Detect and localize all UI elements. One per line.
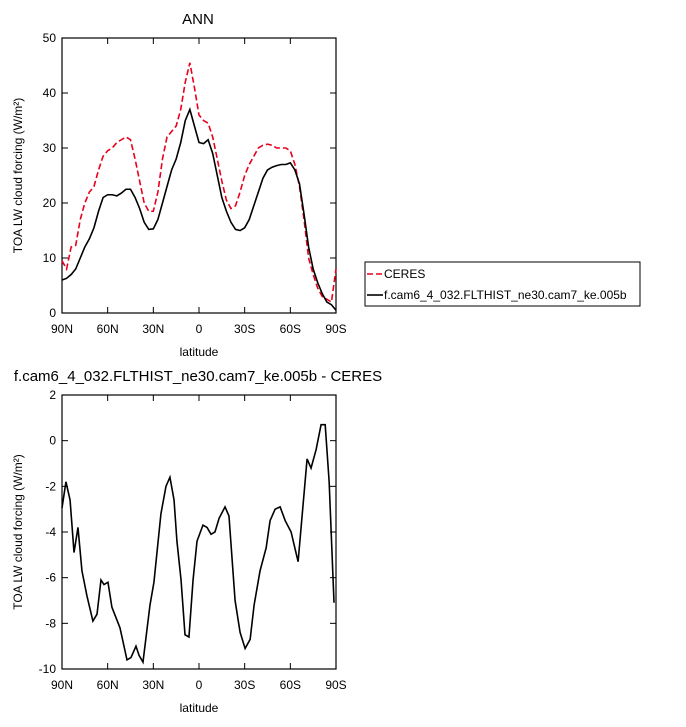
y-tick-label: 40 <box>43 86 57 100</box>
x-tick-label: 90N <box>51 322 73 336</box>
x-tick-label: 30S <box>234 678 255 692</box>
y-tick-label: -8 <box>45 616 56 630</box>
y-tick-label: 30 <box>43 141 57 155</box>
x-tick-label: 30S <box>234 322 255 336</box>
x-tick-label: 90S <box>325 678 346 692</box>
y-tick-label: 10 <box>43 251 57 265</box>
y-tick-label: 0 <box>49 306 56 320</box>
y-tick-label: 50 <box>43 31 57 45</box>
x-axis-label: latitude <box>180 701 219 715</box>
y-axis-label: TOA LW cloud forcing (W/m²) <box>11 454 25 610</box>
chart-title: f.cam6_4_032.FLTHIST_ne30.cam7_ke.005b -… <box>14 368 382 385</box>
y-axis-label: TOA LW cloud forcing (W/m²) <box>11 98 25 254</box>
legend-frame <box>364 261 641 307</box>
x-tick-label: 0 <box>196 678 203 692</box>
data-line <box>61 423 335 665</box>
chart-title: ANN <box>182 11 214 28</box>
legend-label: f.cam6_4_032.FLTHIST_ne30.cam7_ke.005b <box>384 288 627 302</box>
legend-label: CERES <box>384 267 425 281</box>
y-tick-label: 2 <box>49 388 56 402</box>
x-tick-label: 60S <box>280 678 301 692</box>
x-tick-label: 60N <box>97 322 119 336</box>
x-tick-label: 0 <box>196 322 203 336</box>
x-axis-label: latitude <box>180 345 219 359</box>
x-tick-label: 90S <box>325 322 346 336</box>
x-tick-label: 30N <box>142 678 164 692</box>
y-tick-label: -4 <box>45 525 56 539</box>
plot-frame <box>61 37 337 314</box>
y-tick-label: -2 <box>45 479 56 493</box>
x-tick-label: 60S <box>280 322 301 336</box>
y-tick-label: 0 <box>49 434 56 448</box>
x-tick-label: 30N <box>142 322 164 336</box>
plot-frame <box>61 394 337 670</box>
y-tick-label: -6 <box>45 571 56 585</box>
y-tick-label: -10 <box>39 662 57 676</box>
x-tick-label: 60N <box>97 678 119 692</box>
y-tick-label: 20 <box>43 196 57 210</box>
legend: CERES f.cam6_4_032.FLTHIST_ne30.cam7_ke.0… <box>364 261 641 307</box>
data-line <box>61 107 337 311</box>
x-tick-label: 90N <box>51 678 73 692</box>
data-line <box>61 62 337 304</box>
